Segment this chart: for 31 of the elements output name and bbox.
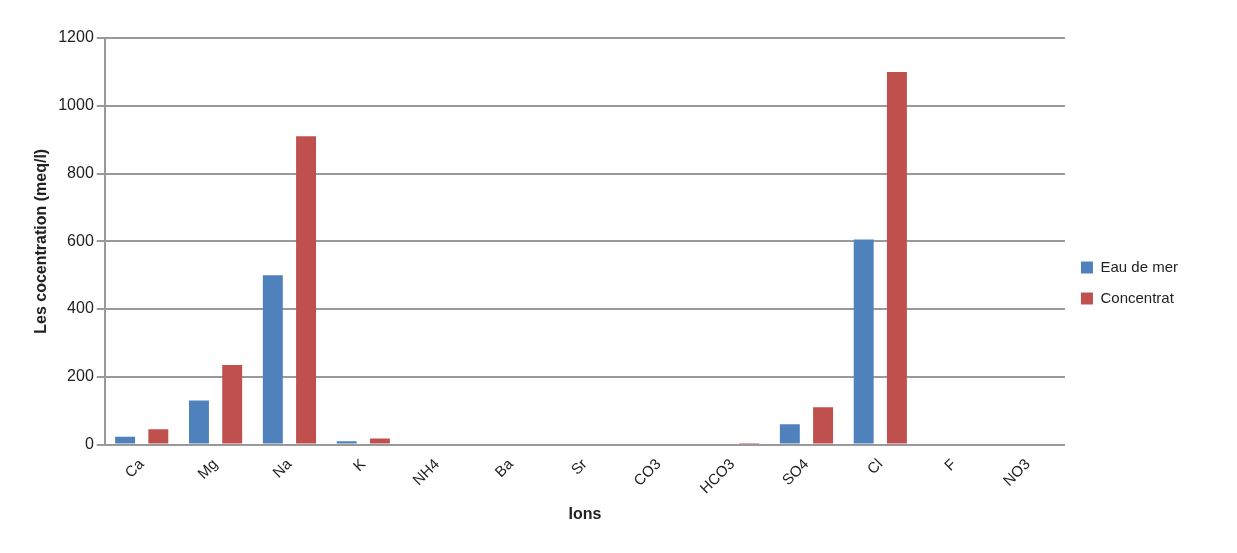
bar [813, 407, 834, 444]
x-tick-label: Sr [567, 454, 590, 478]
bar [115, 436, 136, 444]
bar [262, 275, 283, 444]
bar [369, 438, 390, 444]
bar [296, 136, 317, 444]
legend-label: Eau de mer [1100, 257, 1179, 275]
bar [188, 400, 209, 444]
y-tick-label: 1200 [58, 28, 94, 46]
x-tick-label: Ba [491, 454, 517, 480]
x-tick-label: Na [268, 454, 295, 481]
y-axis-title: Les cocentration (meq/l) [32, 148, 50, 334]
y-tick-label: 600 [67, 231, 94, 249]
x-tick-label: Ca [121, 454, 148, 481]
bar [779, 424, 800, 444]
bar [148, 429, 169, 444]
bar [336, 441, 357, 444]
bar [886, 71, 907, 444]
x-tick-label: Cl [863, 455, 886, 478]
bar [853, 239, 874, 444]
x-axis-title: Ions [568, 504, 602, 522]
y-tick-label: 1000 [58, 96, 94, 114]
y-tick-label: 0 [84, 435, 94, 453]
x-tick-label: F [940, 455, 960, 474]
x-tick-label: Mg [193, 455, 221, 482]
y-tick-label: 800 [67, 163, 94, 181]
x-tick-label: K [349, 455, 369, 475]
legend-label: Concentrat [1100, 288, 1175, 306]
y-tick-label: 400 [67, 299, 94, 317]
bar [222, 364, 243, 444]
y-tick-label: 200 [67, 367, 94, 385]
